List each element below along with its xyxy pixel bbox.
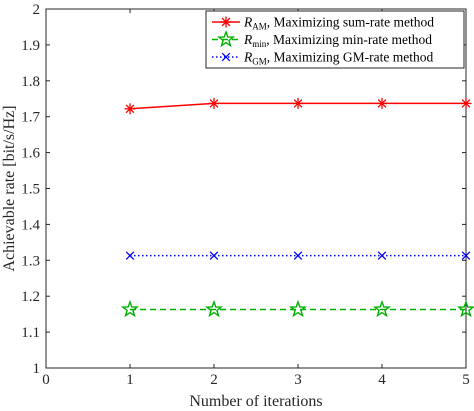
asterisk-marker-stroke xyxy=(461,99,471,108)
data-point xyxy=(377,251,387,260)
star-marker xyxy=(288,299,308,318)
data-point xyxy=(124,103,136,115)
x-marker-stroke xyxy=(293,251,303,260)
y-tick-label: 1.2 xyxy=(21,289,40,305)
axes-box xyxy=(45,8,467,369)
data-point xyxy=(456,299,474,318)
y-tick-label: 1.8 xyxy=(21,74,40,90)
legend-symbol: R xyxy=(243,15,253,30)
y-tick-label: 1.7 xyxy=(21,110,40,126)
legend-label: RGM, Maximizing GM-rate method xyxy=(243,50,433,67)
data-point xyxy=(220,16,232,28)
asterisk-marker-stroke xyxy=(125,104,135,114)
y-tick-label: 1.5 xyxy=(21,182,40,198)
data-point xyxy=(209,251,219,260)
data-point xyxy=(293,251,303,260)
axis-tick-labels: 0 1 2 3 4 511.11.21.31.41.51.61.71.81.92 xyxy=(21,2,470,388)
asterisk-marker-stroke xyxy=(209,99,219,108)
series-gm xyxy=(125,251,471,260)
data-point xyxy=(461,251,471,260)
series-min xyxy=(120,299,474,318)
legend-label: Rmin, Maximizing min-rate method xyxy=(243,32,432,49)
data-point xyxy=(208,97,220,109)
data-point xyxy=(221,52,231,62)
y-tick-label: 1.4 xyxy=(21,217,40,233)
data-point xyxy=(460,97,472,109)
data-point xyxy=(216,29,236,48)
x-tick-label: 5 xyxy=(462,372,470,388)
x-tick-label: 4 xyxy=(378,372,386,388)
x-tick-label: 3 xyxy=(294,372,302,388)
data-point xyxy=(372,299,392,318)
legend-subscript: GM xyxy=(252,57,267,67)
legend-label: RAM, Maximizing sum-rate method xyxy=(243,15,434,32)
legend-symbol: R xyxy=(243,50,253,65)
star-marker xyxy=(456,299,474,318)
x-marker-stroke xyxy=(221,52,231,62)
data-point xyxy=(288,299,308,318)
x-tick-label: 0 xyxy=(42,372,50,388)
star-marker xyxy=(120,299,140,318)
plot-area xyxy=(45,8,467,369)
legend-description: , Maximizing sum-rate method xyxy=(267,15,434,30)
y-tick-label: 1.9 xyxy=(21,38,40,54)
data-point xyxy=(125,251,135,260)
x-axis-title: Number of iterations xyxy=(189,393,322,410)
y-tick-label: 1.6 xyxy=(21,146,40,162)
legend-box xyxy=(205,10,465,69)
y-tick-label: 1 xyxy=(33,361,41,377)
series-layer xyxy=(120,97,474,318)
y-axis-title: Achievable rate [bit/s/Hz] xyxy=(1,105,18,271)
y-tick-label: 1.3 xyxy=(21,253,40,269)
legend-subscript: min xyxy=(252,39,267,49)
legend-symbol: R xyxy=(243,32,253,47)
star-marker xyxy=(372,299,392,318)
data-point xyxy=(120,299,140,318)
x-marker-stroke xyxy=(125,251,135,260)
x-marker-stroke xyxy=(209,251,219,260)
legend-entry-am: RAM, Maximizing sum-rate method xyxy=(212,15,434,32)
x-marker-stroke xyxy=(461,251,471,260)
data-point xyxy=(204,299,224,318)
x-tick-label: 2 xyxy=(210,372,218,388)
asterisk-marker-stroke xyxy=(293,99,303,108)
legend-description: , Maximizing min-rate method xyxy=(266,32,432,47)
legend-subscript: AM xyxy=(252,22,267,32)
data-point xyxy=(376,97,388,109)
x-tick-label: 1 xyxy=(126,372,134,388)
x-marker-stroke xyxy=(377,251,387,260)
y-tick-label: 1.1 xyxy=(21,325,40,341)
legend-entry-gm: RGM, Maximizing GM-rate method xyxy=(212,50,433,67)
star-marker xyxy=(216,29,236,48)
star-marker xyxy=(204,299,224,318)
legend-entry-min: Rmin, Maximizing min-rate method xyxy=(212,29,432,49)
asterisk-marker-stroke xyxy=(221,17,231,27)
data-point xyxy=(292,97,304,109)
series-am xyxy=(124,97,472,115)
asterisk-marker-stroke xyxy=(377,99,387,108)
legend-description: , Maximizing GM-rate method xyxy=(267,50,434,65)
y-tick-label: 2 xyxy=(33,2,41,18)
